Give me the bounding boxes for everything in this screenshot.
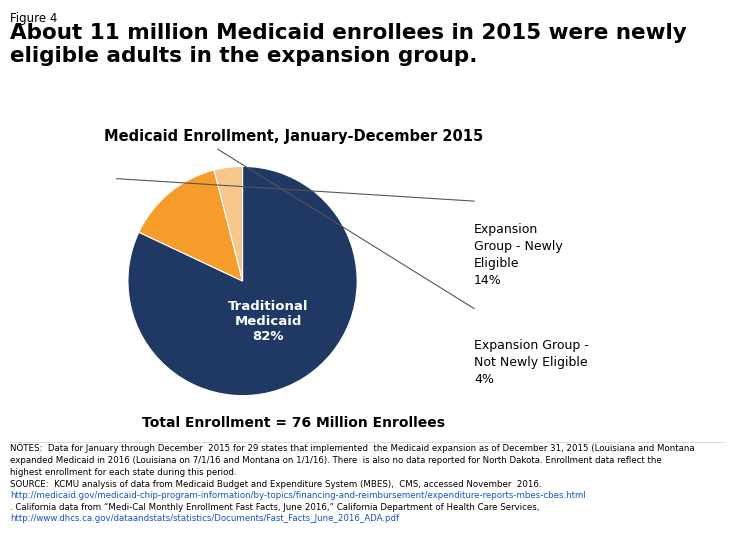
Text: Traditional
Medicaid
82%: Traditional Medicaid 82% — [228, 300, 309, 343]
Text: THE HENRY J.: THE HENRY J. — [656, 501, 703, 506]
Text: About 11 million Medicaid enrollees in 2015 were newly
eligible adults in the ex: About 11 million Medicaid enrollees in 2… — [10, 23, 687, 66]
Text: FOUNDATION: FOUNDATION — [656, 534, 703, 539]
Wedge shape — [139, 170, 243, 281]
Text: Total Enrollment = 76 Million Enrollees: Total Enrollment = 76 Million Enrollees — [143, 416, 445, 430]
Text: http://www.dhcs.ca.gov/dataandstats/statistics/Documents/Fast_Facts_June_2016_AD: http://www.dhcs.ca.gov/dataandstats/stat… — [10, 514, 399, 522]
Text: NOTES:  Data for January through December  2015 for 29 states that implemented  : NOTES: Data for January through December… — [10, 444, 695, 453]
Text: Expansion
Group - Newly
Eligible
14%: Expansion Group - Newly Eligible 14% — [474, 223, 563, 287]
Text: Figure 4: Figure 4 — [10, 12, 57, 25]
Text: SOURCE:  KCMU analysis of data from Medicaid Budget and Expenditure System (MBES: SOURCE: KCMU analysis of data from Medic… — [10, 480, 545, 489]
Text: Medicaid Enrollment, January-December 2015: Medicaid Enrollment, January-December 20… — [104, 129, 484, 144]
Text: expanded Medicaid in 2016 (Louisiana on 7/1/16 and Montana on 1/1/16). There  is: expanded Medicaid in 2016 (Louisiana on … — [10, 456, 662, 465]
Wedge shape — [128, 166, 357, 396]
Text: . California data from “Medi-Cal Monthly Enrollment Fast Facts, June 2016,” Cali: . California data from “Medi-Cal Monthly… — [10, 503, 539, 511]
Text: FAMILY: FAMILY — [656, 519, 703, 532]
Text: KAISER: KAISER — [656, 509, 703, 522]
Text: Expansion Group -
Not Newly Eligible
4%: Expansion Group - Not Newly Eligible 4% — [474, 339, 589, 386]
Text: highest enrollment for each state during this period.: highest enrollment for each state during… — [10, 468, 237, 477]
Text: http://medicaid.gov/medicaid-chip-program-information/by-topics/financing-and-re: http://medicaid.gov/medicaid-chip-progra… — [10, 491, 586, 500]
Wedge shape — [214, 166, 243, 281]
